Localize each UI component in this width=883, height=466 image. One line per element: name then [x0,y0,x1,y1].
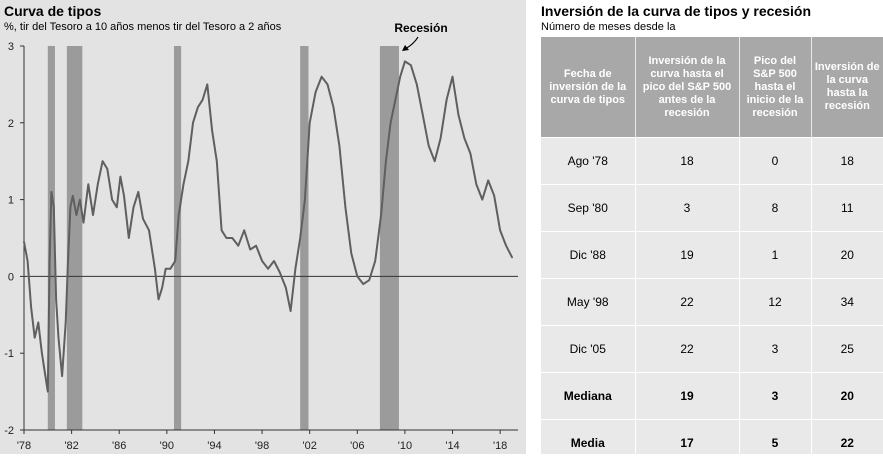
y-tick-label: 2 [8,118,14,130]
table-cell: 3 [739,326,811,373]
inversion-table-panel: Inversión de la curva de tipos y recesió… [534,0,883,454]
annotation-arrow [405,37,418,49]
chart-subtitle: %, tir del Tesoro a 10 años menos tir de… [4,21,281,33]
table-cell: 1 [739,232,811,279]
table-cell: Dic '88 [541,232,635,279]
x-tick-label: '10 [398,440,412,452]
x-tick-label: '02 [303,440,317,452]
inversion-table: Fecha de inversión de la curva de tipos … [541,37,883,466]
table-cell: Media [541,420,635,466]
column-header-date: Fecha de inversión de la curva de tipos [541,37,635,138]
y-tick-label: -2 [4,425,14,437]
table-cell: 18 [811,138,883,185]
table-cell: 17 [635,420,739,466]
column-header-peak-to-recession: Pico del S&P 500 hasta el inicio de la r… [739,37,811,138]
table-cell: 25 [811,326,883,373]
column-header-inversion-to-recession: Inversión de la curva hasta la recesión [811,37,883,138]
table-cell: 11 [811,185,883,232]
table-cell: Sep '80 [541,185,635,232]
recession-annotation: Recesión [394,21,447,35]
table-subtitle: Número de meses desde la [541,21,676,33]
chart-canvas: 3 2 1 0 -1 -2'78 '82 '86 '90 '94 '98 '02 '06 '10 '14 '1… [0,0,526,454]
table-cell: Ago '78 [541,138,635,185]
y-tick-label: 0 [8,271,14,283]
x-tick-label: '14 [445,440,459,452]
x-tick-label: '90 [160,440,174,452]
table-header-row: Fecha de inversión de la curva de tipos … [541,37,883,138]
table-cell: 0 [739,138,811,185]
table-cell: 12 [739,279,811,326]
x-tick-label: '86 [112,440,126,452]
table-cell: 20 [811,232,883,279]
table-cell: 22 [635,326,739,373]
table-cell: Mediana [541,373,635,420]
table-row: Dic '88 19 1 20 [541,232,883,279]
table-cell: 20 [811,373,883,420]
x-tick-label: '78 [17,440,31,452]
x-tick-label: '98 [255,440,269,452]
table-cell: 18 [635,138,739,185]
y-tick-label: -1 [4,348,14,360]
y-tick-label: 1 [8,195,14,207]
table-cell: May '98 [541,279,635,326]
y-tick-label: 3 [8,41,14,53]
x-tick-label: '06 [350,440,364,452]
table-row: Ago '78 18 0 18 [541,138,883,185]
table-row: Sep '80 3 8 11 [541,185,883,232]
x-tick-label: '94 [207,440,221,452]
arrowhead-icon [402,45,409,51]
table-cell: 19 [635,373,739,420]
table-area: Fecha de inversión de la curva de tipos … [541,37,883,454]
table-row-median: Mediana 19 3 20 [541,373,883,420]
table-row-mean: Media 17 5 22 [541,420,883,466]
chart-title: Curva de tipos [4,3,101,19]
table-cell: 22 [811,420,883,466]
table-cell: 5 [739,420,811,466]
table-cell: 34 [811,279,883,326]
table-cell: 3 [739,373,811,420]
recession-bar [380,46,399,430]
table-cell: Dic '05 [541,326,635,373]
table-cell: 3 [635,185,739,232]
table-cell: 22 [635,279,739,326]
column-header-inversion-to-peak: Inversión de la curva hasta el pico del … [635,37,739,138]
x-tick-label: '82 [64,440,78,452]
series-line [24,61,512,391]
recession-bar [300,46,308,430]
table-row: Dic '05 22 3 25 [541,326,883,373]
table-row: May '98 22 12 34 [541,279,883,326]
yield-curve-chart: 3 2 1 0 -1 -2'78 '82 '86 '90 '94 '98 '02 '06 '10 '14 '1… [0,0,526,454]
table-title: Inversión de la curva de tipos y recesió… [541,3,811,19]
table-cell: 8 [739,185,811,232]
x-tick-label: '18 [493,440,507,452]
table-cell: 19 [635,232,739,279]
